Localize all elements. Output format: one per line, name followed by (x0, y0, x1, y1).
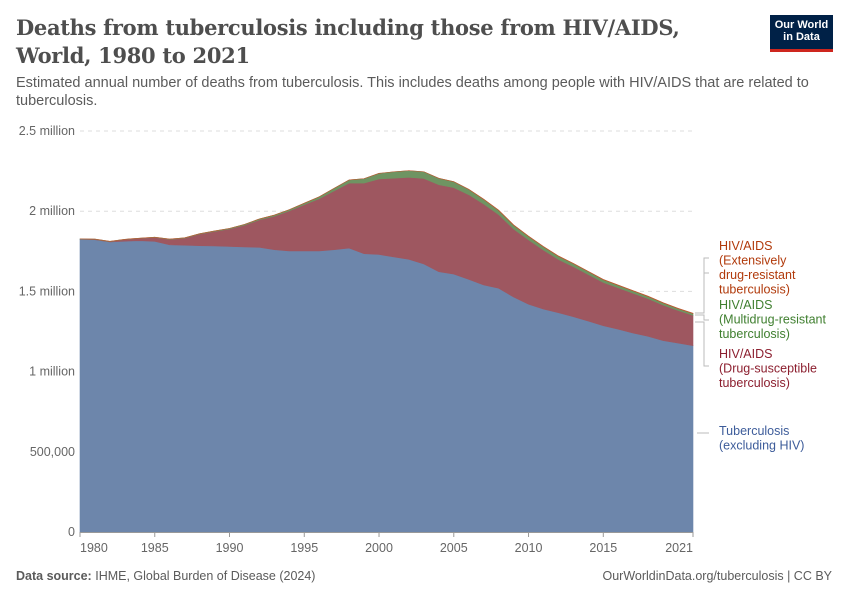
x-tick-label: 1980 (80, 541, 108, 555)
data-source-label: Data source: (16, 569, 92, 583)
legend-label: (Extensively (719, 254, 787, 268)
x-tick-label: 1985 (141, 541, 169, 555)
legend-item[interactable]: HIV/AIDS(Extensivelydrug-resistanttuberc… (719, 239, 796, 297)
area-series-3[interactable] (79, 170, 694, 314)
y-tick-label: 1.5 million (19, 284, 75, 298)
legend-connector (695, 314, 709, 321)
legend-label: tuberculosis) (719, 327, 790, 341)
y-tick-label: 500,000 (30, 445, 75, 459)
legend-label: (Drug-susceptible (719, 362, 817, 376)
x-tick-label: 2015 (589, 541, 617, 555)
legend-connector (695, 257, 709, 314)
legend-label: tuberculosis) (719, 283, 790, 297)
y-tick-label: 2.5 million (19, 124, 75, 138)
legend-label: tuberculosis) (719, 376, 790, 390)
owid-logo[interactable]: Our World in Data (770, 15, 833, 52)
data-source-link[interactable]: IHME, Global Burden of Disease (2024) (95, 569, 316, 583)
logo-line-1: Our World (774, 19, 829, 31)
x-tick-label: 2005 (440, 541, 468, 555)
x-tick-label: 1995 (290, 541, 318, 555)
legend-label: (Multidrug-resistant (719, 313, 827, 327)
legend-label: HIV/AIDS (719, 347, 773, 361)
data-source: Data source: IHME, Global Burden of Dise… (16, 569, 315, 583)
x-tick-label: 1990 (216, 541, 244, 555)
legend-item[interactable]: HIV/AIDS(Multidrug-resistanttuberculosis… (719, 298, 827, 341)
y-tick-label: 2 million (29, 204, 75, 218)
chart-subtitle: Estimated annual number of deaths from t… (16, 75, 809, 109)
x-tick-label: 2000 (365, 541, 393, 555)
logo-line-2: in Data (783, 31, 820, 43)
legend-item[interactable]: Tuberculosis(excluding HIV) (719, 424, 804, 453)
legend-label: HIV/AIDS (719, 298, 773, 312)
y-tick-label: 1 million (29, 365, 75, 379)
x-tick-label: 2021 (665, 541, 693, 555)
legend-label: HIV/AIDS (719, 239, 773, 253)
chart-title: Deaths from tuberculosis including those… (16, 15, 680, 68)
legend-label: Tuberculosis (719, 424, 789, 438)
y-tick-label: 0 (68, 525, 75, 539)
credit-link[interactable]: OurWorldinData.org/tuberculosis | CC BY (602, 569, 833, 583)
legend-label: drug-resistant (719, 268, 796, 282)
x-tick-label: 2010 (515, 541, 543, 555)
legend-label: (excluding HIV) (719, 439, 804, 453)
legend-connector (695, 321, 709, 367)
